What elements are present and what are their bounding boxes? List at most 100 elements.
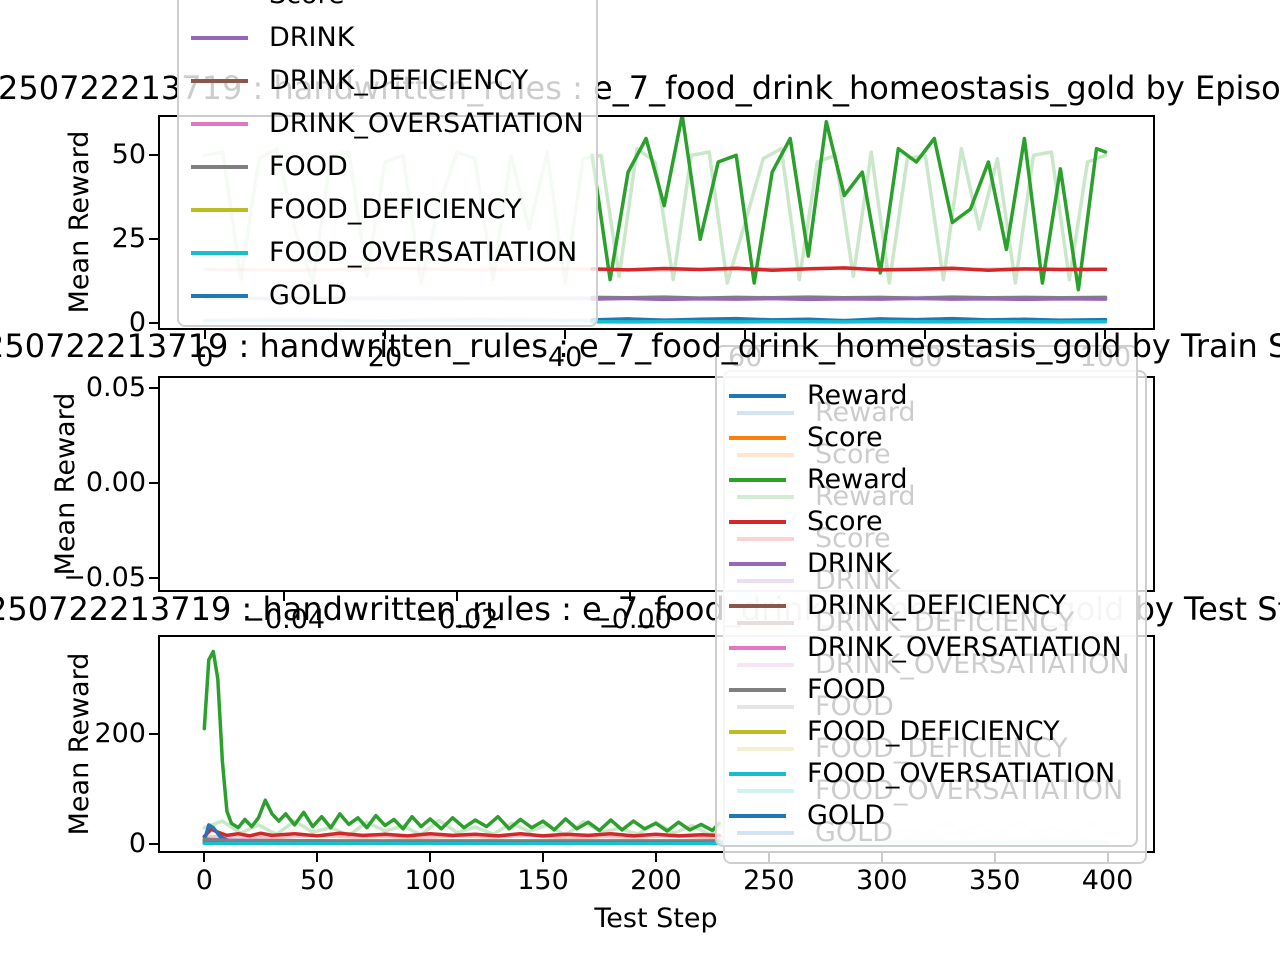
- legend-item-reward: Reward: [717, 459, 1136, 501]
- x-tick-mark: [456, 592, 459, 601]
- x-tick-mark: [383, 330, 386, 339]
- series-line-score: [590, 266, 1108, 272]
- y-tick-mark: [149, 387, 158, 390]
- x-tick-mark: [1104, 330, 1107, 339]
- legend-line-swatch: [729, 814, 786, 818]
- x-tick-mark: [629, 592, 632, 601]
- x-tick-mark: [203, 853, 206, 862]
- legend-item-label: FOOD: [269, 150, 348, 182]
- legend-line-swatch: [729, 562, 786, 566]
- legend-line-swatch: [191, 78, 248, 83]
- legend-item-score: Score: [717, 417, 1136, 459]
- legend-item-food_deficiency: FOOD_DEFICIENCY: [717, 711, 1136, 753]
- y-tick-mark: [149, 843, 158, 846]
- x-tick-mark: [924, 330, 927, 339]
- legend-item-label: DRINK_OVERSATIATION: [807, 632, 1122, 663]
- legend-item-label: Reward: [807, 464, 908, 495]
- y-axis-label-test: Mean Reward: [64, 652, 95, 836]
- x-tick-label: 300: [855, 865, 908, 896]
- x-tick-label: −0.00: [589, 604, 672, 635]
- series-line-reward: [590, 115, 1108, 292]
- legend-item-drink_oversatiation: DRINK_OVERSATIATION: [717, 627, 1136, 669]
- x-tick-mark: [429, 853, 432, 862]
- legend-item-label: FOOD_OVERSATIATION: [807, 758, 1116, 789]
- legend-item-gold: GOLD: [179, 274, 596, 317]
- y-tick-mark: [149, 322, 158, 325]
- x-tick-label: 250: [743, 865, 795, 896]
- legend-line-swatch: [729, 772, 786, 776]
- legend-item-food: FOOD: [717, 669, 1136, 711]
- legend-item-label: GOLD: [807, 800, 886, 831]
- y-tick-label: 50: [111, 139, 146, 171]
- x-tick-label: 350: [968, 865, 1021, 896]
- legend-item-label: DRINK_DEFICIENCY: [269, 64, 529, 96]
- y-tick-label: −0.05: [63, 561, 146, 593]
- chart-title-train-step: 250722213719 : handwritten_rules : e_7_f…: [0, 327, 1280, 365]
- y-tick-label: 0: [128, 307, 146, 339]
- legend-box-test: Reward Score Reward Score DRINK DRINK_DEFICIE…: [715, 345, 1138, 847]
- x-tick-mark: [316, 853, 319, 862]
- legend-item-food_oversatiation: FOOD_OVERSATIATION: [179, 231, 596, 274]
- legend-item-label: DRINK_OVERSATIATION: [269, 107, 584, 139]
- legend-line-swatch: [729, 646, 786, 650]
- legend-item-label: Reward: [807, 380, 908, 411]
- x-tick-label: 0: [195, 865, 213, 896]
- legend-item-label: FOOD_OVERSATIATION: [269, 236, 578, 268]
- y-tick-label: 0: [128, 828, 146, 860]
- y-tick-mark: [149, 238, 158, 241]
- legend-line-swatch: [729, 394, 786, 398]
- legend-item-label: DRINK_DEFICIENCY: [807, 590, 1067, 621]
- legend-line-swatch: [191, 35, 248, 40]
- legend-line-swatch: [729, 730, 786, 734]
- y-tick-mark: [149, 154, 158, 157]
- x-tick-mark: [282, 592, 285, 601]
- legend-line-swatch: [191, 250, 248, 255]
- legend-item-drink_oversatiation: DRINK_OVERSATIATION: [179, 102, 596, 145]
- legend-item-food_oversatiation: FOOD_OVERSATIATION: [717, 753, 1136, 795]
- legend-item-drink_deficiency: DRINK_DEFICIENCY: [179, 59, 596, 102]
- legend-line-swatch: [191, 121, 248, 126]
- legend-line-swatch: [729, 520, 786, 524]
- legend-box-episode: RewardScoreRewardScoreDRINKDRINK_DEFICIE…: [177, 0, 598, 327]
- legend-item-label: DRINK: [269, 21, 355, 53]
- series-line-score: [202, 827, 721, 839]
- legend-item-score: Score: [179, 0, 596, 16]
- x-tick-label: 20: [367, 342, 403, 373]
- x-tick-mark: [654, 853, 657, 862]
- x-tick-mark: [744, 330, 747, 339]
- legend-item-drink: DRINK: [179, 16, 596, 59]
- legend-item-label: FOOD_DEFICIENCY: [269, 193, 522, 225]
- legend-item-food: FOOD: [179, 145, 596, 188]
- x-tick-label: 0: [196, 342, 214, 373]
- x-tick-mark: [203, 330, 206, 339]
- legend-item-label: FOOD_DEFICIENCY: [807, 716, 1060, 747]
- x-tick-label: 100: [404, 865, 456, 896]
- x-axis-label-test-step: Test Step: [594, 903, 718, 934]
- x-tick-label: 400: [1081, 865, 1134, 896]
- x-tick-label: −0.04: [242, 604, 326, 635]
- legend-line-swatch: [191, 207, 248, 212]
- x-tick-label: 40: [547, 342, 583, 373]
- legend-item-drink: DRINK: [717, 543, 1136, 585]
- legend-item-score: Score: [717, 501, 1136, 543]
- legend-item-reward: Reward: [717, 375, 1136, 417]
- x-tick-label: 50: [300, 865, 335, 896]
- legend-line-swatch: [729, 478, 786, 482]
- y-tick-label: 0.00: [85, 467, 146, 499]
- y-tick-label: 0.05: [85, 372, 146, 404]
- y-tick-label: 25: [111, 223, 146, 255]
- y-tick-mark: [149, 482, 158, 485]
- x-tick-label: 150: [517, 865, 569, 896]
- x-tick-mark: [542, 853, 545, 862]
- legend-item-label: Score: [807, 506, 883, 537]
- legend-line-swatch: [191, 164, 248, 169]
- legend-item-label: DRINK: [807, 548, 893, 579]
- legend-item-label: Score: [807, 422, 883, 453]
- legend-item-label: FOOD: [807, 674, 886, 705]
- x-tick-label: −0.02: [415, 604, 499, 635]
- y-tick-mark: [149, 576, 158, 579]
- legend-item-label: GOLD: [269, 279, 348, 311]
- x-tick-mark: [564, 330, 567, 339]
- legend-item-food_deficiency: FOOD_DEFICIENCY: [179, 188, 596, 231]
